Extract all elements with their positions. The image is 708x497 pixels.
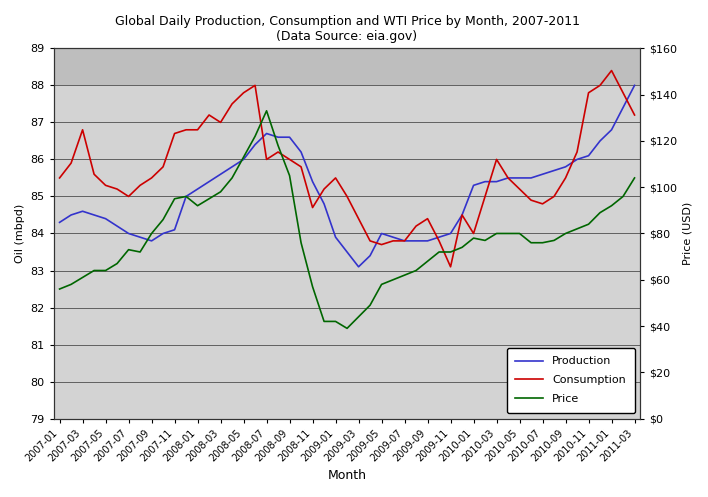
Price — [458, 245, 467, 250]
Production — [228, 164, 236, 170]
Line: Production: Production — [59, 85, 634, 267]
Price — [263, 108, 271, 114]
Consumption — [182, 127, 190, 133]
Consumption — [446, 264, 455, 270]
Line: Price: Price — [59, 111, 634, 329]
Production — [182, 193, 190, 199]
Production — [239, 157, 248, 163]
Consumption — [630, 112, 639, 118]
Price — [619, 193, 627, 199]
Production — [619, 104, 627, 110]
Production — [354, 264, 362, 270]
Consumption — [55, 175, 64, 181]
Bar — [54, 85, 640, 418]
X-axis label: Month: Month — [328, 469, 367, 482]
Consumption — [435, 238, 443, 244]
Consumption — [228, 101, 236, 107]
Line: Consumption: Consumption — [59, 71, 634, 267]
Price — [239, 154, 248, 160]
Consumption — [239, 90, 248, 96]
Price — [228, 175, 236, 181]
Title: Global Daily Production, Consumption and WTI Price by Month, 2007-2011
(Data Sou: Global Daily Production, Consumption and… — [115, 15, 580, 43]
Y-axis label: Price (USD): Price (USD) — [683, 202, 693, 265]
Production — [446, 231, 455, 237]
Consumption — [481, 193, 489, 199]
Legend: Production, Consumption, Price: Production, Consumption, Price — [506, 347, 635, 413]
Production — [55, 219, 64, 225]
Price — [55, 286, 64, 292]
Price — [630, 175, 639, 181]
Price — [492, 231, 501, 237]
Y-axis label: Oil (mbpd): Oil (mbpd) — [15, 204, 25, 263]
Production — [630, 83, 639, 88]
Consumption — [619, 90, 627, 96]
Price — [182, 193, 190, 199]
Bar — [54, 48, 640, 85]
Production — [481, 178, 489, 184]
Price — [343, 326, 351, 331]
Consumption — [607, 68, 616, 74]
